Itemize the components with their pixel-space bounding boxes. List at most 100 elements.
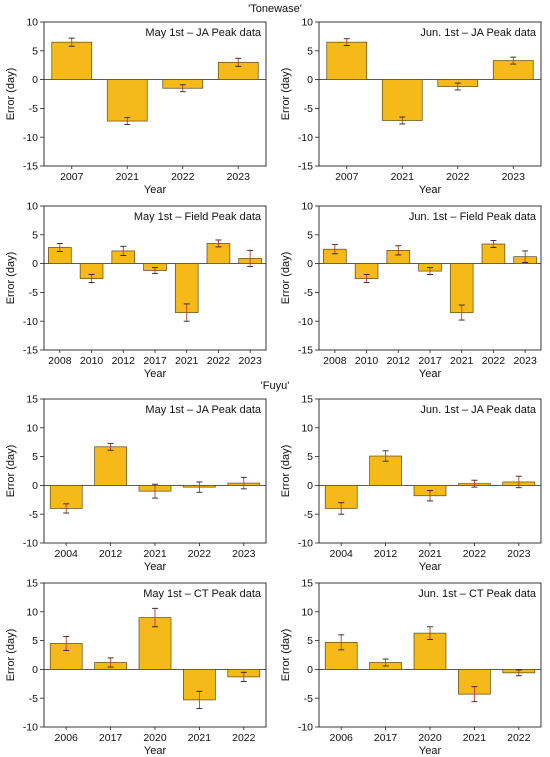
x-tick-label: 2004 (330, 548, 354, 560)
x-tick-label: 2017 (374, 732, 398, 744)
y-axis-label: Error (day) (280, 445, 292, 498)
y-tick-label: -15 (298, 161, 313, 173)
x-tick-label: 2021 (143, 548, 167, 560)
y-axis-label: Error (day) (280, 252, 292, 305)
bar (183, 669, 216, 701)
x-axis-label: Year (144, 184, 167, 196)
x-tick-label: 2021 (418, 548, 442, 560)
y-tick-label: -15 (23, 345, 38, 357)
x-axis-label: Year (419, 368, 442, 380)
x-tick-label: 2021 (175, 355, 199, 367)
y-tick-label: 0 (307, 74, 313, 86)
chart-svg: 15 10 5 0 -5 -10 2006 2017 2020 2021 2022 May 1st –… (5, 578, 267, 757)
y-tick-label: 10 (26, 17, 38, 29)
y-tick-label: -10 (23, 132, 38, 144)
y-tick-label: 5 (307, 45, 313, 57)
y-tick-label: 5 (32, 45, 38, 57)
y-tick-label: 0 (307, 480, 313, 492)
y-tick-label: 10 (26, 606, 38, 618)
x-tick-label: 2021 (450, 355, 474, 367)
x-tick-label: 2017 (99, 732, 123, 744)
y-tick-label: 10 (26, 422, 38, 434)
x-axis-label: Year (419, 745, 442, 757)
y-tick-label: -10 (23, 316, 38, 328)
x-tick-label: 2021 (391, 171, 415, 183)
bar (106, 79, 148, 122)
y-tick-label: -5 (29, 103, 38, 115)
y-tick-label: 5 (307, 229, 313, 241)
chart-svg: 10 5 0 -5 -10 -15 2007 2021 2022 2023 May 1st – JA… (5, 17, 267, 196)
bar (94, 446, 127, 486)
x-tick-label: 2010 (355, 355, 379, 367)
x-tick-label: 2023 (232, 548, 256, 560)
x-tick-label: 2022 (207, 355, 231, 367)
y-tick-label: -10 (298, 722, 313, 734)
y-tick-label: 15 (301, 394, 313, 406)
y-axis-label: Error (day) (5, 445, 17, 498)
x-tick-label: 2007 (60, 171, 84, 183)
x-tick-label: 2023 (507, 548, 531, 560)
x-tick-label: 2020 (418, 732, 442, 744)
bar (51, 41, 93, 80)
panel-title: May 1st – Field Peak data (134, 211, 262, 223)
bar (381, 79, 423, 121)
x-axis-label: Year (419, 184, 442, 196)
y-tick-label: 0 (32, 74, 38, 86)
plot-frame (43, 398, 267, 544)
y-tick-label: -5 (304, 287, 313, 299)
chart-svg: 15 10 5 0 -5 -10 2004 2012 2021 2022 2023 May 1st –… (5, 394, 267, 573)
chart-fuyu-may-ct: 15 10 5 0 -5 -10 2006 2017 2020 2021 2022 May 1st –… (0, 577, 275, 757)
x-tick-label: 2022 (463, 548, 487, 560)
chart-tonewase-jun-ja: 10 5 0 -5 -10 -15 2007 2021 2022 2023 Jun. 1st – J… (275, 16, 550, 196)
y-tick-label: -10 (298, 316, 313, 328)
x-tick-label: 2021 (116, 171, 140, 183)
y-tick-label: 15 (26, 394, 38, 406)
y-tick-label: 10 (301, 17, 313, 29)
x-tick-label: 2012 (99, 548, 123, 560)
y-tick-label: 10 (301, 606, 313, 618)
y-tick-label: 0 (32, 480, 38, 492)
x-tick-label: 2012 (112, 355, 136, 367)
x-tick-label: 2008 (323, 355, 347, 367)
x-axis-label: Year (144, 368, 167, 380)
y-axis-label: Error (day) (5, 629, 17, 682)
y-tick-label: 0 (32, 258, 38, 270)
y-axis-label: Error (day) (5, 252, 17, 305)
x-tick-label: 2022 (482, 355, 506, 367)
y-axis-label: Error (day) (280, 629, 292, 682)
panel-title: Jun. 1st – CT Peak data (418, 588, 537, 600)
chart-fuyu-jun-ja: 15 10 5 0 -5 -10 2004 2012 2021 2022 2023 Jun. 1st … (275, 393, 550, 573)
y-tick-label: -5 (29, 287, 38, 299)
plot-frame (43, 21, 267, 167)
x-axis-label: Year (419, 561, 442, 573)
chart-fuyu-may-ja: 15 10 5 0 -5 -10 2004 2012 2021 2022 2023 May 1st –… (0, 393, 275, 573)
panel-title: May 1st – JA Peak data (145, 404, 261, 416)
x-tick-label: 2012 (387, 355, 411, 367)
x-tick-label: 2007 (335, 171, 359, 183)
x-tick-label: 2023 (513, 355, 537, 367)
chart-svg: 15 10 5 0 -5 -10 2006 2017 2020 2021 2022 Jun. 1st … (280, 578, 542, 757)
y-tick-label: 5 (32, 451, 38, 463)
y-tick-label: 5 (32, 229, 38, 241)
chart-svg: 15 10 5 0 -5 -10 2004 2012 2021 2022 2023 Jun. 1st … (280, 394, 542, 573)
y-tick-label: 15 (301, 578, 313, 590)
x-tick-label: 2004 (55, 548, 79, 560)
x-tick-label: 2010 (80, 355, 104, 367)
y-tick-label: 10 (26, 201, 38, 213)
chart-svg: 10 5 0 -5 -10 -15 2008 2010 2012 2017 2021 2022 2023… (5, 201, 267, 380)
y-axis-label: Error (day) (5, 68, 17, 121)
y-tick-label: -5 (304, 103, 313, 115)
x-tick-label: 2021 (463, 732, 487, 744)
panel-title: Jun. 1st – Field Peak data (409, 211, 537, 223)
y-tick-label: -5 (29, 509, 38, 521)
chart-tonewase-may-ja: 10 5 0 -5 -10 -15 2007 2021 2022 2023 May 1st – JA… (0, 16, 275, 196)
chart-tonewase-jun-field: 10 5 0 -5 -10 -15 2008 2010 2012 2017 2021 2022 2023… (275, 200, 550, 380)
plot-frame (318, 398, 542, 544)
y-tick-label: 5 (307, 635, 313, 647)
x-tick-label: 2022 (171, 171, 195, 183)
y-tick-label: 15 (26, 578, 38, 590)
section-title-tonewase: 'Tonewase' (248, 3, 302, 15)
plot-frame (318, 205, 542, 351)
y-tick-label: -5 (29, 693, 38, 705)
y-tick-label: -10 (298, 538, 313, 550)
